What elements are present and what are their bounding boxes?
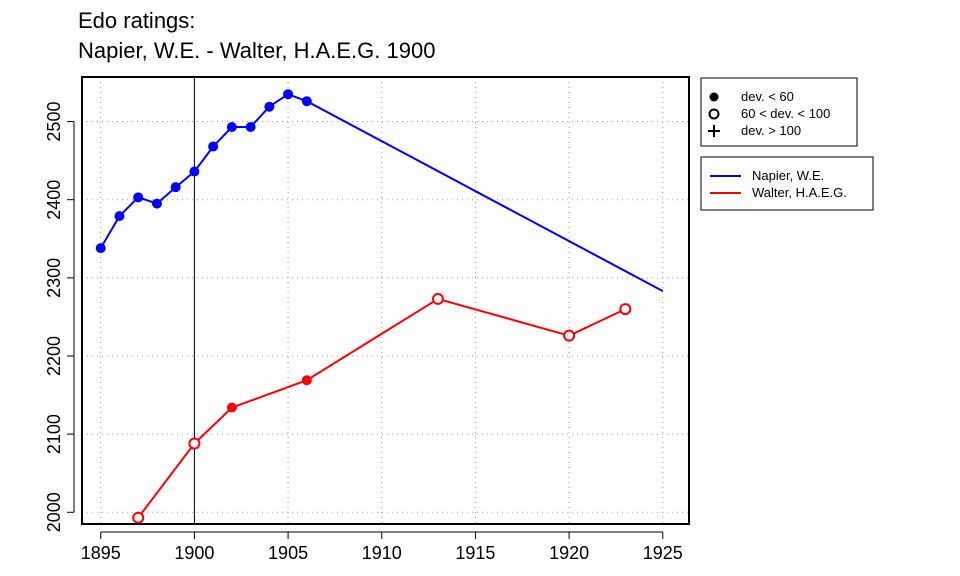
- data-point: [151, 198, 162, 209]
- legend-symbol-filled-circle: [709, 92, 719, 102]
- chart-title-line-1: Edo ratings:: [78, 8, 196, 33]
- data-point: [226, 402, 237, 413]
- marker-legend-label: dev. > 100: [741, 123, 801, 138]
- data-point: [189, 166, 200, 177]
- series-legend-box: [700, 156, 874, 211]
- series-line: [137, 297, 626, 519]
- x-tick-label: 1905: [268, 543, 308, 563]
- grid-layer: [82, 77, 689, 524]
- x-tick-label: 1920: [549, 543, 589, 563]
- data-point: [226, 122, 237, 133]
- marker-legend-label: dev. < 60: [741, 89, 794, 104]
- marker-legend-label: 60 < dev. < 100: [741, 106, 830, 121]
- data-point: [264, 101, 275, 112]
- legend-symbol-open-circle: [708, 108, 720, 120]
- x-tick-label: 1915: [455, 543, 495, 563]
- plot-frame: [81, 76, 690, 525]
- y-tick-label: 2300: [44, 258, 64, 298]
- x-tick-label: 1895: [81, 543, 121, 563]
- series-legend: Napier, W.E. Walter, H.A.E.G.: [700, 156, 874, 211]
- data-point: [133, 192, 144, 203]
- data-point: [114, 211, 125, 222]
- y-tick-label: 2100: [44, 414, 64, 454]
- y-tick-label: 2200: [44, 336, 64, 376]
- legend-symbol-plus: [708, 125, 720, 137]
- data-point: [301, 375, 312, 386]
- data-point: [208, 141, 219, 152]
- data-point: [170, 182, 181, 193]
- y-axis: 2000 2100 2200 2300 2400 2500: [44, 102, 75, 532]
- data-point: [301, 96, 312, 107]
- data-point: [283, 89, 294, 100]
- x-tick-label: 1910: [362, 543, 402, 563]
- x-axis: 1895 1900 1905 1910 1915 1920 1925: [81, 531, 683, 563]
- y-tick-label: 2400: [44, 180, 64, 220]
- x-tick-label: 1900: [174, 543, 214, 563]
- data-point: [619, 303, 632, 316]
- chart-title-line-2: Napier, W.E. - Walter, H.A.E.G. 1900: [78, 38, 436, 63]
- series-1: [95, 89, 664, 292]
- data-point: [188, 437, 201, 450]
- data-point: [132, 511, 145, 524]
- data-point: [245, 122, 256, 133]
- marker-legend-box: [700, 77, 858, 147]
- series-2: [132, 292, 632, 524]
- data-point: [95, 243, 106, 254]
- marker-legend: dev. < 60 60 < dev. < 100 dev. > 100: [700, 77, 858, 147]
- x-tick-label: 1925: [643, 543, 683, 563]
- series-legend-label: Napier, W.E.: [752, 168, 824, 183]
- y-tick-label: 2000: [44, 492, 64, 532]
- y-tick-label: 2500: [44, 102, 64, 142]
- data-point: [431, 292, 444, 305]
- data-point: [563, 329, 576, 342]
- series-legend-label: Walter, H.A.E.G.: [752, 185, 847, 200]
- series-layer: [95, 89, 664, 524]
